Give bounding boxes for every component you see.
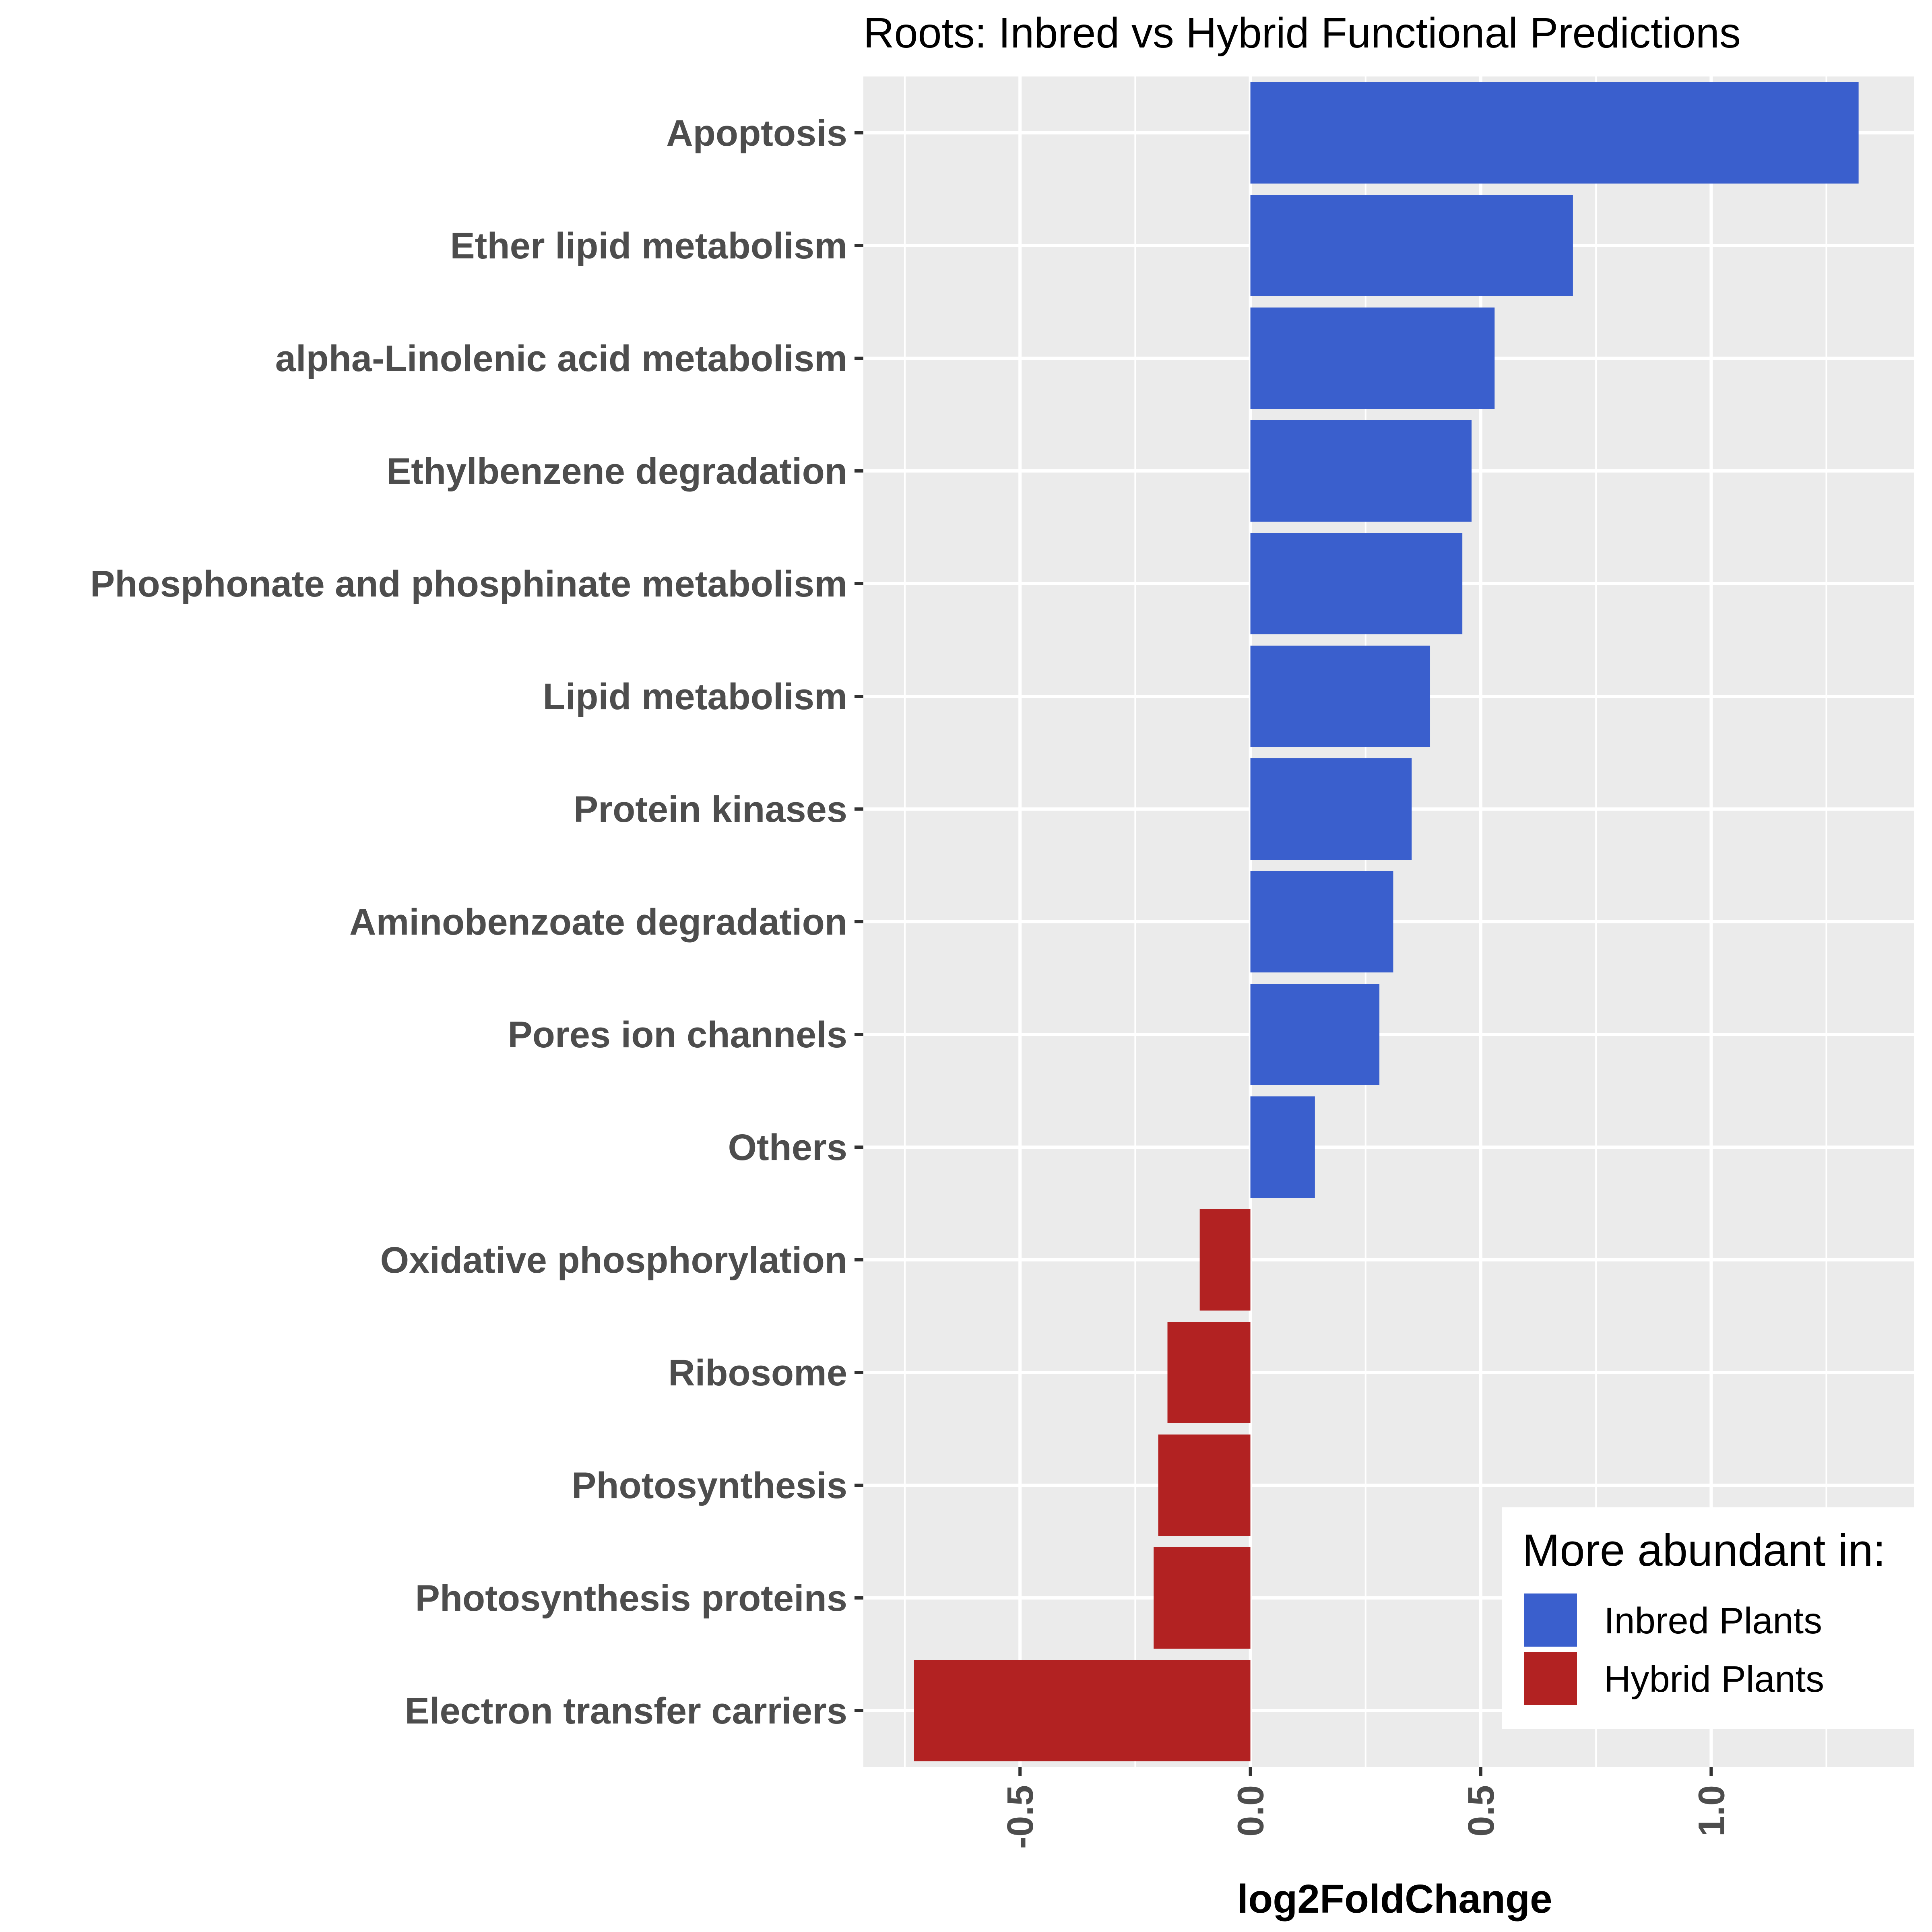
bar-electron-transfer-carriers — [914, 1660, 1251, 1761]
y-tick-label: Ethylbenzene degradation — [386, 451, 847, 492]
x-axis-title: log2FoldChange — [1237, 1876, 1552, 1922]
y-tick-label: Lipid metabolism — [543, 676, 847, 717]
y-tick-label: alpha-Linolenic acid metabolism — [275, 338, 847, 379]
y-tick-label: Photosynthesis proteins — [415, 1578, 848, 1619]
y-tick-label: Ether lipid metabolism — [450, 225, 847, 266]
bar-aminobenzoate-degradation — [1250, 871, 1393, 972]
legend-label-inbred: Inbred Plants — [1604, 1600, 1822, 1641]
bar-lipid-metabolism — [1250, 646, 1430, 747]
y-tick-label: Oxidative phosphorylation — [380, 1240, 847, 1281]
legend-swatch-inbred — [1521, 1590, 1580, 1650]
y-axis: Apoptosis Ether lipid metabolism alpha-Lin… — [90, 113, 863, 1732]
x-tick-label: -0.5 — [1000, 1785, 1041, 1849]
legend-title: More abundant in: — [1522, 1525, 1886, 1575]
legend-swatch-hybrid — [1521, 1649, 1580, 1708]
y-tick-label: Pores ion channels — [508, 1014, 847, 1055]
legend-label-hybrid: Hybrid Plants — [1604, 1659, 1824, 1700]
x-tick-label: 0.0 — [1230, 1785, 1271, 1837]
y-tick-label: Electron transfer carriers — [405, 1690, 847, 1732]
y-tick-label: Aminobenzoate degradation — [349, 902, 847, 943]
bar-alpha-linolenic-acid-metabolism — [1250, 308, 1495, 409]
x-tick-label: 0.5 — [1461, 1785, 1502, 1837]
x-axis: -0.5 0.0 0.5 1.0 — [1000, 1767, 1732, 1849]
bar-protein-kinases — [1250, 758, 1412, 860]
bar-ribosome — [1167, 1322, 1251, 1423]
bar-photosynthesis — [1158, 1435, 1251, 1536]
bar-pores-ion-channels — [1250, 984, 1380, 1085]
chart-title: Roots: Inbred vs Hybrid Functional Predi… — [863, 9, 1741, 57]
bar-apoptosis — [1250, 82, 1859, 184]
bars — [914, 82, 1859, 1761]
y-tick-label: Ribosome — [668, 1352, 847, 1393]
y-tick-label: Photosynthesis — [572, 1465, 847, 1506]
bar-ether-lipid-metabolism — [1250, 195, 1573, 296]
bar-ethylbenzene-degradation — [1250, 420, 1472, 522]
y-tick-label: Apoptosis — [666, 113, 847, 154]
y-tick-label: Phosphonate and phosphinate metabolism — [90, 564, 847, 605]
y-tick-label: Protein kinases — [574, 789, 847, 830]
bar-photosynthesis-proteins — [1154, 1547, 1251, 1649]
legend: More abundant in: Inbred Plants Hybrid P… — [1502, 1507, 1917, 1729]
x-tick-label: 1.0 — [1691, 1785, 1732, 1837]
bar-oxidative-phosphorylation — [1199, 1209, 1251, 1311]
bar-others — [1250, 1096, 1315, 1198]
y-tick-label: Others — [728, 1127, 847, 1168]
bar-phosphonate-and-phosphinate-metabolism — [1250, 533, 1463, 634]
